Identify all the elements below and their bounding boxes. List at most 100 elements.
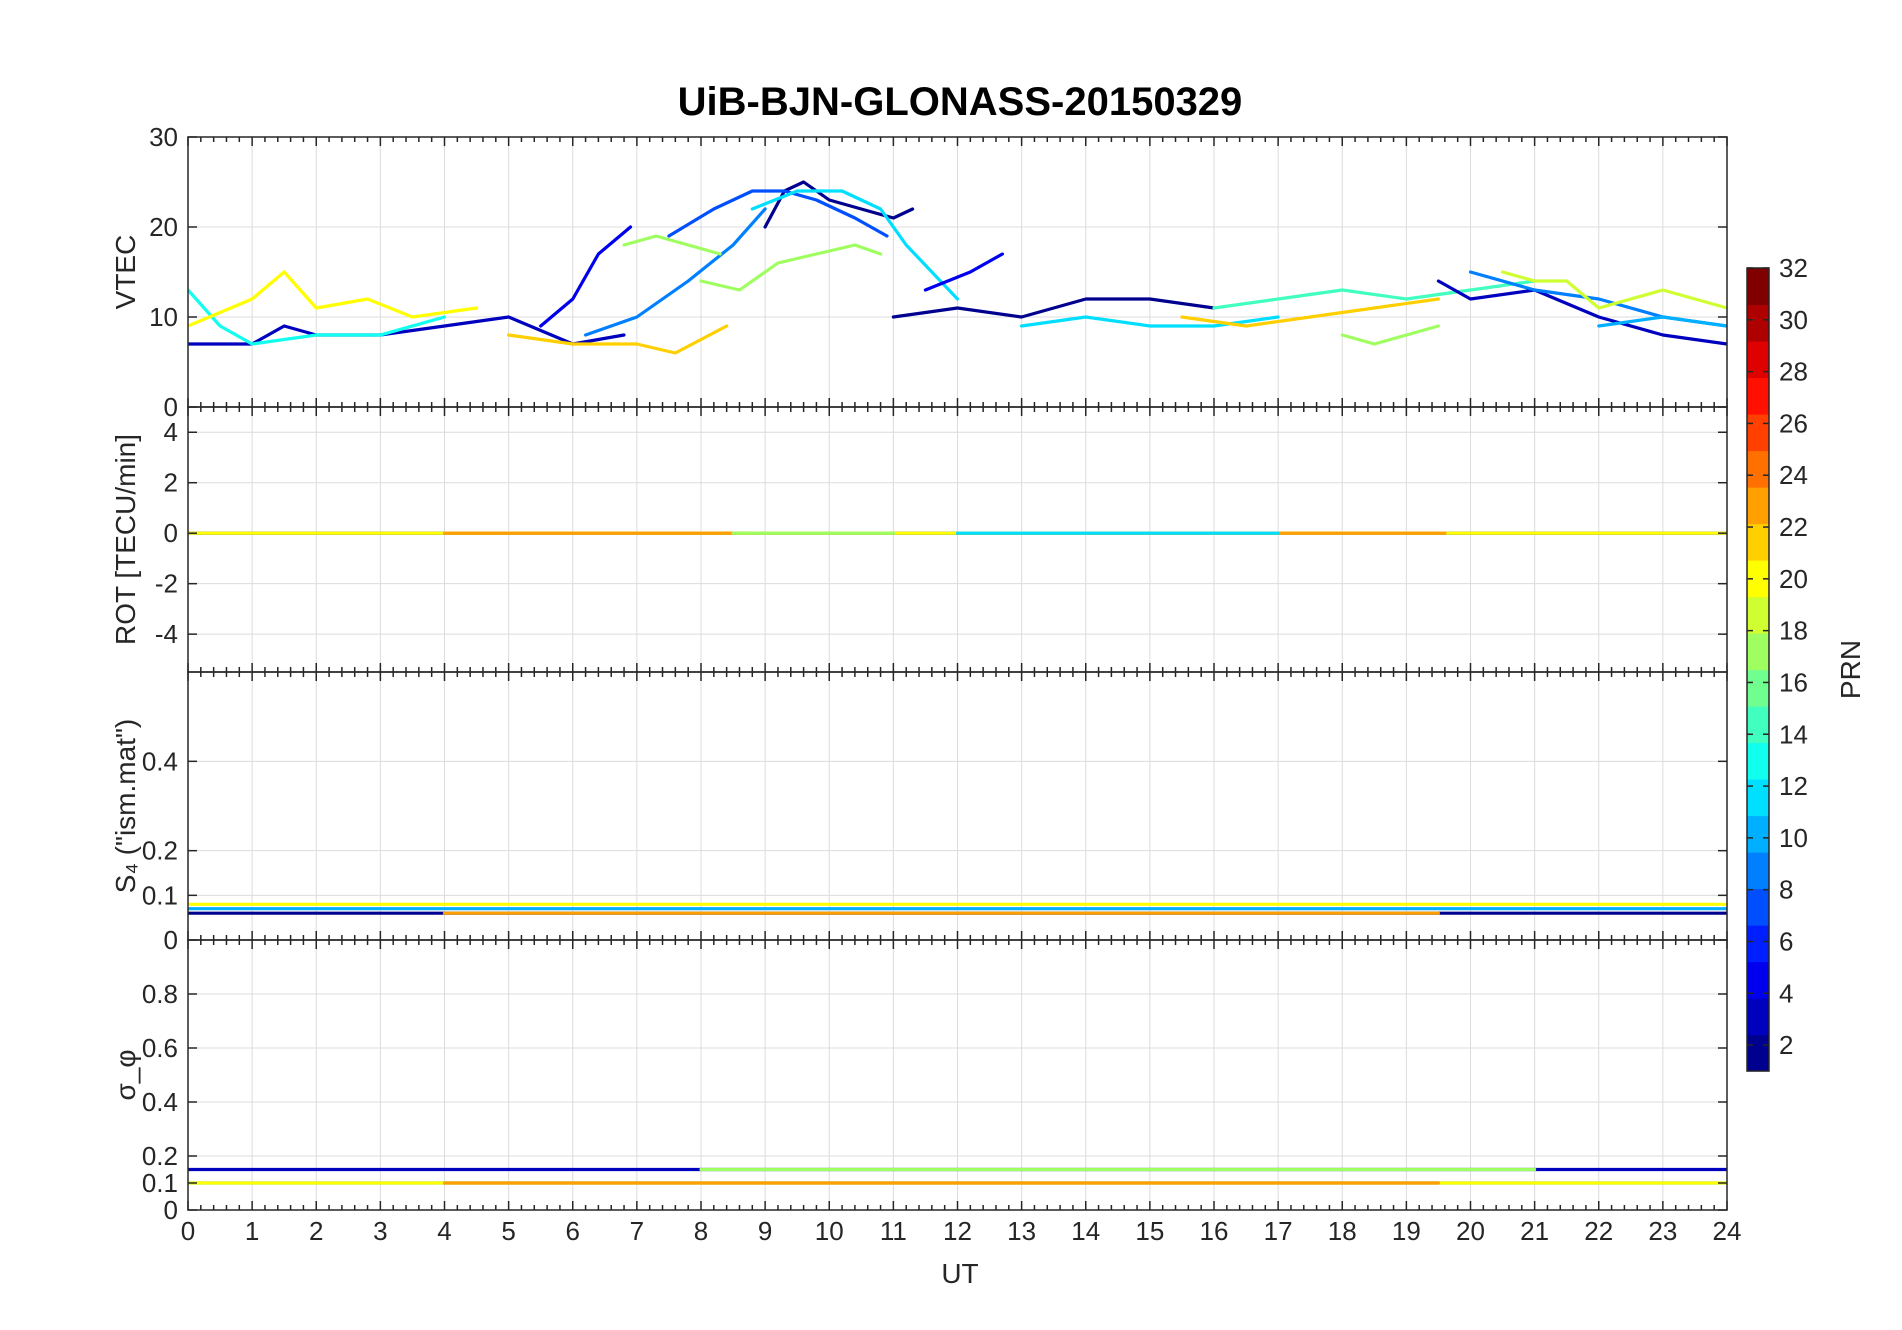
x-tick-label: 22 — [1584, 1216, 1613, 1246]
series-line-prn-8 — [667, 189, 889, 238]
x-tick-label: 11 — [880, 1216, 907, 1246]
y-tick-label: 30 — [149, 122, 178, 152]
x-tick-label: 4 — [437, 1216, 451, 1246]
x-tick-label: 10 — [815, 1216, 844, 1246]
x-tick-label: 5 — [501, 1216, 515, 1246]
x-tick-label: 24 — [1713, 1216, 1742, 1246]
colorbar-tick-label: 20 — [1779, 564, 1808, 594]
series-group — [188, 902, 1727, 915]
colorbar-frame — [1746, 267, 1770, 1072]
y-axis-label-rot: ROT [TECU/min] — [110, 434, 141, 645]
y-tick-label: 0.4 — [142, 1087, 178, 1117]
colorbar-swatch — [1747, 560, 1769, 598]
colorbar-swatch — [1747, 1034, 1769, 1072]
colorbar-swatch — [1747, 414, 1769, 452]
y-tick-label: 2 — [164, 468, 178, 498]
series-group — [188, 1167, 1727, 1185]
panel-s4: 0 0.1 0.2 0.4S₄ ("ism.mat") — [110, 671, 1728, 955]
y-tick-label: 0 — [164, 392, 178, 422]
series-line-prn-4 — [923, 252, 1004, 292]
y-tick-label: 0.2 — [142, 1141, 178, 1171]
colorbar-tick-label: 12 — [1779, 771, 1808, 801]
y-tick-label: 20 — [149, 212, 178, 242]
colorbar-tick-label: 18 — [1779, 616, 1808, 646]
colorbar-tick-label: 6 — [1779, 926, 1793, 956]
x-tick-label: 0 — [181, 1216, 195, 1246]
colorbar-swatch — [1747, 779, 1769, 817]
colorbar-swatch — [1747, 998, 1769, 1036]
y-tick-label: 10 — [149, 302, 178, 332]
x-axis: 0 1 2 3 4 5 6 7 8 9 10 11 12 13 14 15 16 17 18 19 20 21 22 23 24 — [181, 1216, 1742, 1246]
series-line-prn-17 — [1340, 324, 1440, 346]
series-line-prn-12 — [750, 189, 960, 301]
series-line-prn-2 — [891, 297, 1216, 319]
colorbar-swatch — [1747, 268, 1769, 306]
colorbar-tick-label: 8 — [1779, 875, 1793, 905]
panel-sigma_phi: 00.10.2 0.4 0.6 0.8 σ_φ — [110, 939, 1728, 1225]
x-tick-label: 16 — [1200, 1216, 1229, 1246]
colorbar-swatch — [1747, 341, 1769, 379]
x-tick-label: 23 — [1648, 1216, 1677, 1246]
colorbar-swatch — [1747, 377, 1769, 415]
y-tick-label: 0.1 — [142, 1168, 178, 1198]
y-tick-label: 0.2 — [142, 836, 178, 866]
y-tick-label: 0.6 — [142, 1033, 178, 1063]
colorbar-label: PRN — [1835, 640, 1866, 699]
x-tick-label: 2 — [309, 1216, 323, 1246]
colorbar-tick-label: 30 — [1779, 305, 1808, 335]
series-line-prn-22 — [1180, 297, 1440, 328]
series-line-prn-22 — [507, 324, 729, 355]
x-tick-label: 6 — [566, 1216, 580, 1246]
colorbar-swatch — [1747, 815, 1769, 853]
y-tick-label: 4 — [164, 417, 178, 447]
colorbar-tick-label: 14 — [1779, 719, 1808, 749]
panel-rot: -4 -2 0 2 4 ROT [TECU/min] — [110, 406, 1728, 673]
series-line-prn-17 — [622, 234, 722, 256]
panel-vtec: 0 10 20 30 VTEC — [110, 122, 1728, 422]
x-tick-label: 12 — [943, 1216, 972, 1246]
colorbar-swatch — [1747, 633, 1769, 671]
series-line-prn-13 — [188, 288, 447, 346]
colorbar-tick-label: 32 — [1779, 253, 1808, 283]
x-tick-label: 3 — [373, 1216, 387, 1246]
colorbar-swatch — [1747, 523, 1769, 561]
x-tick-label: 14 — [1071, 1216, 1100, 1246]
colorbar-swatch — [1747, 450, 1769, 488]
y-tick-label: 0 — [164, 925, 178, 955]
x-tick-label: 17 — [1264, 1216, 1293, 1246]
series-line-prn-3 — [188, 315, 626, 346]
series-line-prn-9 — [584, 207, 767, 337]
colorbar-swatch — [1747, 596, 1769, 634]
colorbar-tick-label: 24 — [1779, 460, 1808, 490]
series-line-prn-5 — [539, 225, 633, 328]
series-line-prn-3 — [1436, 279, 1727, 346]
x-tick-label: 15 — [1135, 1216, 1164, 1246]
colorbar-tick-label: 26 — [1779, 408, 1808, 438]
series-line-prn-11 — [1597, 315, 1727, 328]
colorbar-tick-label: 28 — [1779, 357, 1808, 387]
colorbar-swatch — [1747, 669, 1769, 707]
colorbar-tick-label: 2 — [1779, 1030, 1793, 1060]
y-tick-label: 0 — [164, 1195, 178, 1225]
colorbar-tick-label: 10 — [1779, 823, 1808, 853]
series-line-prn-18 — [699, 243, 883, 292]
x-tick-label: 18 — [1328, 1216, 1357, 1246]
series-line-prn-20 — [188, 270, 479, 328]
x-tick-label: 20 — [1456, 1216, 1485, 1246]
y-tick-label: -2 — [155, 569, 178, 599]
colorbar-swatch — [1747, 742, 1769, 780]
y-tick-label: 0.4 — [142, 746, 178, 776]
colorbar-tick-label: 22 — [1779, 512, 1808, 542]
x-tick-label: 1 — [245, 1216, 259, 1246]
colorbar-swatch — [1747, 852, 1769, 890]
colorbar-swatch — [1747, 487, 1769, 525]
colorbar-swatch — [1747, 888, 1769, 926]
y-axis-label-sigma_phi: σ_φ — [110, 1049, 141, 1100]
x-tick-label: 9 — [758, 1216, 772, 1246]
y-tick-label: 0.1 — [142, 880, 178, 910]
series-group — [188, 180, 1727, 355]
colorbar-swatch — [1747, 961, 1769, 999]
chart-title: UiB-BJN-GLONASS-20150329 — [678, 80, 1243, 124]
y-tick-label: 0.8 — [142, 979, 178, 1009]
